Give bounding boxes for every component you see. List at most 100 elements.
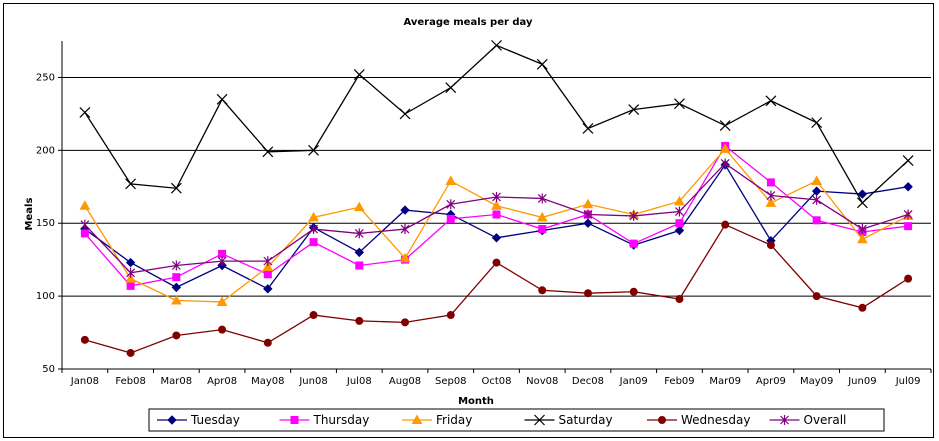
y-tick-label: 250 <box>36 72 55 83</box>
data-point-wednesday <box>355 316 364 325</box>
data-point-wednesday <box>218 325 227 334</box>
legend-label: Thursday <box>313 413 370 427</box>
data-point-wednesday <box>812 292 821 301</box>
line-chart: Average meals per day 50 100 150 200 250 Jan0… <box>24 17 932 432</box>
series-thursday <box>80 141 913 290</box>
data-point-thursday <box>904 222 913 231</box>
data-point-saturday <box>902 155 914 166</box>
y-tick-label: 50 <box>42 364 55 375</box>
data-point-thursday <box>812 216 821 225</box>
x-tick-label: Jan08 <box>70 376 99 387</box>
legend: Tuesday Thursday Friday Saturday Wednesday Ov… <box>148 408 885 432</box>
data-point-saturday <box>811 117 823 129</box>
data-point-thursday <box>172 273 181 282</box>
data-point-saturday <box>856 197 868 209</box>
data-point-thursday <box>446 214 455 223</box>
data-point-wednesday <box>675 295 684 304</box>
data-point-friday <box>216 296 228 306</box>
series-saturday <box>79 39 914 209</box>
x-tick-label: Feb09 <box>664 376 694 387</box>
data-point-wednesday <box>858 303 867 312</box>
data-point-overall <box>537 193 547 204</box>
data-point-wednesday <box>538 286 547 295</box>
series-wednesday <box>80 220 913 357</box>
data-point-overall <box>80 219 90 230</box>
data-point-friday <box>811 175 823 185</box>
x-tick-label: May09 <box>800 376 833 387</box>
data-point-wednesday <box>309 311 318 320</box>
data-point-tuesday <box>171 282 182 293</box>
legend-item-saturday: Saturday <box>524 413 613 427</box>
series-overall <box>80 158 913 278</box>
x-axis-title: Month <box>458 396 494 407</box>
data-point-wednesday <box>446 311 455 320</box>
data-point-overall <box>126 267 136 278</box>
data-point-thursday <box>80 229 89 238</box>
series-tuesday <box>80 160 913 294</box>
legend-swatch-marker <box>290 416 299 424</box>
x-tick-label: Nov08 <box>526 376 558 387</box>
data-point-overall <box>446 199 456 210</box>
data-point-tuesday <box>125 257 136 268</box>
data-point-overall <box>675 206 684 217</box>
x-tick-label: Apr08 <box>207 376 237 387</box>
series-line-tuesday <box>84 163 909 290</box>
data-point-thursday <box>263 270 272 279</box>
data-point-friday <box>582 198 594 209</box>
series-layer <box>79 39 914 357</box>
x-tick-label: Sep08 <box>435 376 467 387</box>
series-friday <box>79 143 914 306</box>
grid-lines <box>62 76 931 297</box>
data-point-tuesday <box>857 189 868 199</box>
data-point-saturday <box>628 104 640 115</box>
data-point-tuesday <box>491 233 502 243</box>
data-point-friday <box>308 211 319 222</box>
legend-label: Overall <box>804 413 847 427</box>
data-point-saturday <box>79 107 91 118</box>
y-tick-label: 100 <box>36 291 55 302</box>
series-line-wednesday <box>84 223 909 354</box>
data-point-wednesday <box>401 318 410 327</box>
legend-item-wednesday: Wednesday <box>647 413 750 427</box>
data-point-tuesday <box>903 182 913 192</box>
axes: 50 100 150 200 250 Jan08 Feb08 Mar08 Apr08 May08 J… <box>36 41 932 387</box>
x-tick-label: Jun08 <box>298 376 327 387</box>
x-tick-label: Mar08 <box>161 376 193 387</box>
data-point-wednesday <box>629 287 638 296</box>
data-point-wednesday <box>721 220 730 229</box>
data-point-friday <box>491 200 502 210</box>
data-point-saturday <box>216 93 228 105</box>
data-point-overall <box>583 209 593 220</box>
data-point-tuesday <box>354 247 364 258</box>
legend-item-friday: Friday <box>402 413 472 427</box>
data-point-friday <box>399 252 411 263</box>
data-point-friday <box>765 197 777 207</box>
data-point-saturday <box>308 144 319 156</box>
data-point-overall <box>629 210 639 221</box>
y-tick-label: 150 <box>36 218 55 229</box>
legend-swatch-marker <box>658 416 666 424</box>
data-point-saturday <box>674 98 685 110</box>
data-point-friday <box>536 211 548 222</box>
data-point-tuesday <box>400 205 410 215</box>
x-tick-label: Jan09 <box>619 376 648 387</box>
chart-frame: Average meals per day 50 100 150 200 250 Jan0… <box>3 3 934 438</box>
x-tick-label: Aug08 <box>389 376 421 387</box>
x-tick-label: Dec08 <box>572 376 604 387</box>
x-tick-label: May08 <box>251 376 284 387</box>
data-point-overall <box>217 256 227 267</box>
data-point-tuesday <box>674 225 685 236</box>
data-point-friday <box>445 175 457 185</box>
data-point-friday <box>719 143 731 153</box>
data-point-friday <box>79 200 91 210</box>
data-point-friday <box>262 261 274 271</box>
data-point-overall <box>354 228 364 239</box>
legend-label: Tuesday <box>190 413 240 427</box>
data-point-saturday <box>353 69 365 80</box>
data-point-thursday <box>355 261 364 270</box>
series-line-saturday <box>84 44 909 204</box>
data-point-saturday <box>262 146 274 158</box>
y-tick-label: 200 <box>36 145 55 156</box>
data-point-thursday <box>492 210 501 219</box>
data-point-wednesday <box>492 258 501 267</box>
